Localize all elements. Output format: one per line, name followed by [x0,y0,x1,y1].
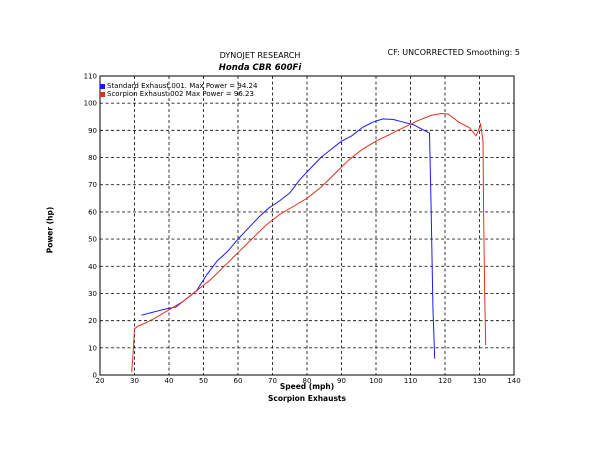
legend-item-scorpion: Scorpion Exhaust.002 Max Power = 96.23 [100,90,257,98]
x-tick-label: 100 [369,377,382,385]
y-tick-label: 50 [88,236,97,244]
y-tick-label: 100 [84,100,97,108]
legend: Standard Exhaust.001. Max Power = 94.24 … [100,82,257,98]
y-tick-label: 80 [88,154,97,162]
y-tick-label: 30 [88,290,97,298]
plot-frame [99,75,515,376]
x-tick-label: 20 [96,377,105,385]
y-tick-label: 60 [88,208,97,216]
legend-swatch-standard [100,83,105,89]
legend-item-standard: Standard Exhaust.001. Max Power = 94.24 [100,82,257,90]
series-line-scorpion [131,113,487,373]
y-tick-label: 10 [88,344,97,352]
legend-label-scorpion: Scorpion Exhaust.002 Max Power = 96.23 [107,90,254,98]
x-tick-label: 50 [199,377,208,385]
y-tick-label: 110 [84,73,97,81]
x-tick-label: 120 [438,377,451,385]
y-tick-label: 40 [88,263,97,271]
x-tick-label: 60 [234,377,243,385]
x-tick-label: 110 [404,377,417,385]
y-axis-label: Power (hp) [45,206,55,254]
y-tick-label: 20 [88,317,97,325]
x-tick-label: 40 [165,377,174,385]
x-axis-label: Speed (mph) [279,382,335,391]
y-tick-label: 90 [88,127,97,135]
x-tick-label: 130 [473,377,486,385]
y-tick-label: 70 [88,181,97,189]
x-tick-label: 80 [303,377,312,385]
legend-swatch-scorpion [100,91,105,97]
x-tick-label: 90 [337,377,346,385]
x-tick-label: 70 [268,377,277,385]
legend-label-standard: Standard Exhaust.001. Max Power = 94.24 [107,82,258,90]
chart-title: DYNOJET RESEARCH [219,51,301,60]
chart-subtitle: Honda CBR 600Fi [218,63,302,73]
correction-factor-note: CF: UNCORRECTED Smoothing: 5 [387,48,521,57]
x-tick-label: 30 [130,377,139,385]
series-line-standard [141,118,436,359]
x-tick-label: 140 [507,377,520,385]
y-tick-label: 0 [93,372,97,380]
chart-footer: Scorpion Exhausts [268,394,346,403]
